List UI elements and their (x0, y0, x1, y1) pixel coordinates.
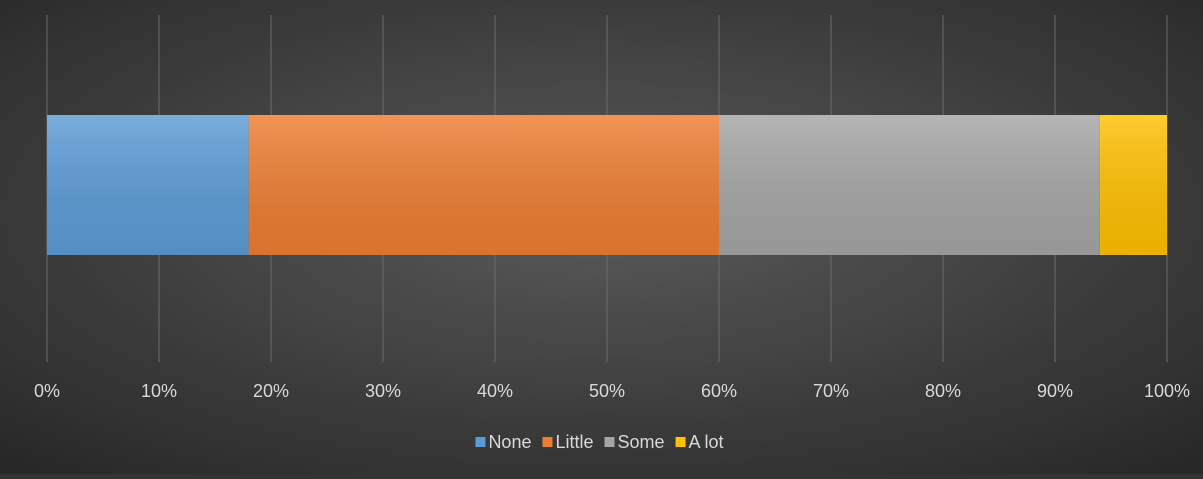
x-tick-label: 30% (365, 381, 401, 401)
x-tick-label: 40% (477, 381, 513, 401)
x-tick-label: 90% (1037, 381, 1073, 401)
legend-swatch (475, 437, 486, 447)
x-tick-label: 50% (589, 381, 625, 401)
legend-swatch (675, 437, 686, 447)
legend-label: None (488, 432, 531, 452)
bar-shading (1099, 115, 1167, 255)
x-tick-label: 70% (813, 381, 849, 401)
x-tick-label: 80% (925, 381, 961, 401)
legend-swatch (542, 437, 553, 447)
x-tick-label: 20% (253, 381, 289, 401)
legend-swatch (604, 437, 615, 447)
bar-shading (719, 115, 1100, 255)
legend-label: Little (555, 432, 593, 452)
legend-label: A lot (689, 432, 724, 452)
x-tick-label: 60% (701, 381, 737, 401)
x-tick-label: 0% (34, 381, 60, 401)
x-tick-label: 10% (141, 381, 177, 401)
bar-shading (248, 115, 719, 255)
x-tick-label: 100% (1144, 381, 1190, 401)
bar-shading (47, 115, 249, 255)
legend-label: Some (618, 432, 665, 452)
